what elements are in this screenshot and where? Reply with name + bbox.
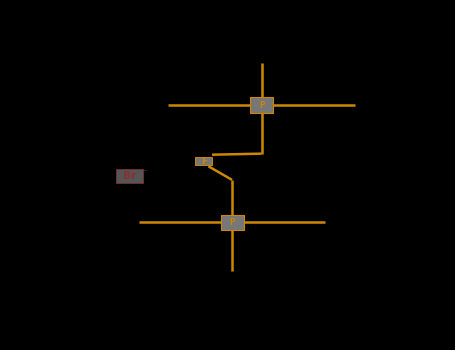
Text: Br: Br [123,171,136,181]
Bar [250,97,273,113]
Bar [195,156,212,165]
Text: P: P [229,218,235,227]
Text: P: P [259,100,264,110]
Bar [221,215,243,230]
Text: ⁻: ⁻ [142,167,147,176]
Text: F: F [201,156,207,166]
Bar [116,169,143,183]
